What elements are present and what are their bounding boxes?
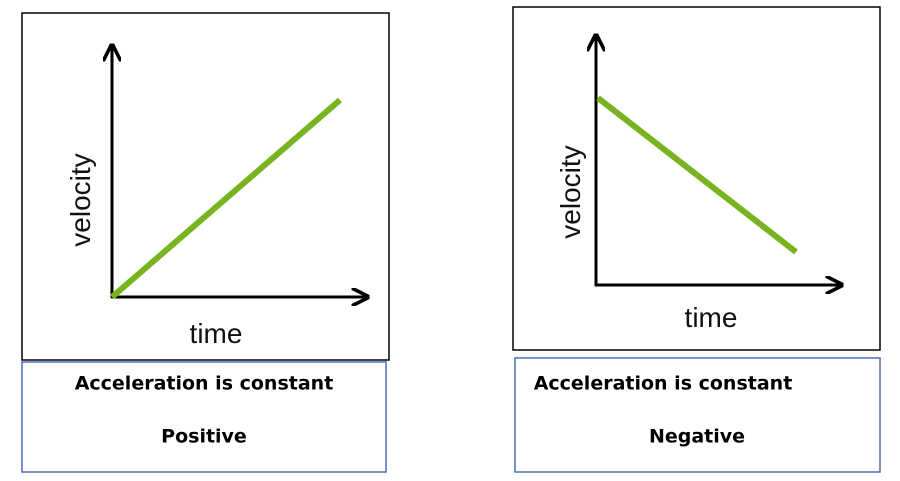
- graph-frame: [21, 12, 390, 361]
- x-axis-label: time: [685, 302, 738, 333]
- velocity-line: [110, 97, 342, 300]
- panel-negative: velocity time Acceleration is constant N…: [512, 6, 881, 473]
- caption-box: [21, 361, 387, 473]
- caption-sign: Negative: [649, 426, 745, 448]
- panel-positive: velocity time Acceleration is constant P…: [21, 12, 390, 473]
- caption-box: [514, 357, 881, 473]
- caption-sign: Positive: [161, 426, 247, 448]
- caption-line: Acceleration is constant: [75, 373, 334, 395]
- x-axis-label: time: [190, 318, 243, 349]
- graph-frame: [512, 6, 881, 351]
- caption-line: Acceleration is constant: [534, 373, 793, 395]
- velocity-line: [596, 95, 798, 255]
- y-axis-label: velocity: [555, 145, 586, 238]
- y-axis-label: velocity: [65, 153, 96, 246]
